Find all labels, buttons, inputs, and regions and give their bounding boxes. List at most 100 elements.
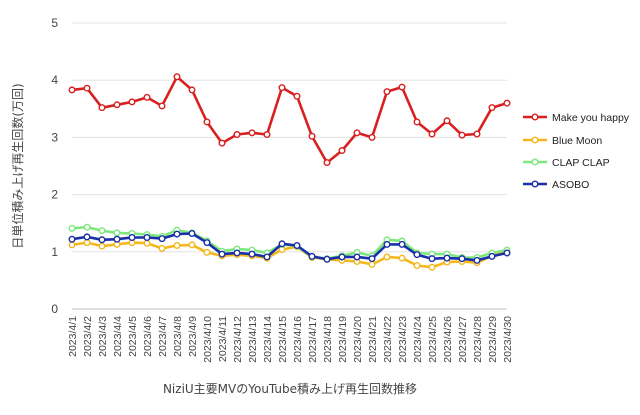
data-point (113, 229, 121, 237)
data-point (383, 240, 391, 248)
data-point (128, 233, 136, 241)
data-point (443, 117, 451, 125)
data-point (68, 241, 76, 249)
data-point (143, 239, 151, 247)
data-point (83, 223, 91, 231)
x-tick-label: 2023/4/3 (97, 316, 109, 357)
x-tick-label: 2023/4/22 (382, 316, 394, 363)
x-axis-ticks: 2023/4/1 2023/4/2 2023/4/3 2023/4/4 2023/4/5… (67, 316, 514, 363)
x-tick-label: 2023/4/1 (67, 316, 79, 357)
data-point (368, 255, 376, 263)
y-tick-label: 5 (51, 16, 58, 30)
series-line (71, 75, 508, 164)
data-point (128, 98, 136, 106)
legend-marker (531, 180, 539, 188)
data-point (188, 241, 196, 249)
data-point (218, 250, 226, 258)
data-point (83, 84, 91, 92)
data-point (308, 252, 316, 260)
data-point (158, 244, 166, 252)
data-point (248, 129, 256, 137)
y-tick-label: 4 (51, 73, 58, 87)
data-point (68, 224, 76, 232)
legend-item: Make you happy (523, 112, 630, 124)
data-point (428, 255, 436, 263)
data-point (218, 139, 226, 147)
x-tick-label: 2023/4/2 (82, 316, 94, 357)
legend-label: Make you happy (552, 112, 630, 124)
data-point (68, 235, 76, 243)
data-point (383, 88, 391, 96)
data-point (368, 260, 376, 268)
x-tick-label: 2023/4/19 (337, 316, 349, 363)
data-point (113, 235, 121, 243)
data-point (293, 92, 301, 100)
legend-label: ASOBO (552, 179, 589, 191)
data-point (338, 253, 346, 261)
data-point (263, 253, 271, 261)
data-point (113, 101, 121, 109)
data-point (413, 251, 421, 259)
x-tick-label: 2023/4/29 (487, 316, 499, 363)
data-point (278, 84, 286, 92)
x-tick-label: 2023/4/12 (232, 316, 244, 363)
x-tick-label: 2023/4/15 (277, 316, 289, 363)
data-point (188, 229, 196, 237)
data-point (398, 83, 406, 91)
data-point (458, 255, 466, 263)
data-point (293, 242, 301, 250)
data-point (503, 249, 511, 257)
data-point (188, 86, 196, 94)
legend-marker (531, 113, 539, 121)
y-tick-label: 0 (51, 302, 58, 316)
data-point (203, 118, 211, 126)
series-lines (68, 73, 511, 271)
y-axis-title: 日単位積み上げ再生回数(万回) (10, 83, 25, 248)
data-point (158, 102, 166, 110)
x-tick-label: 2023/4/28 (472, 316, 484, 363)
data-point (503, 99, 511, 107)
data-point (398, 254, 406, 262)
x-tick-label: 2023/4/11 (217, 316, 229, 362)
data-point (98, 242, 106, 250)
data-point (353, 253, 361, 261)
data-point (233, 249, 241, 257)
data-point (68, 86, 76, 94)
x-tick-label: 2023/4/14 (262, 316, 274, 363)
legend-item: CLAP CLAP (523, 157, 610, 169)
x-tick-label: 2023/4/13 (247, 316, 259, 363)
data-point (368, 133, 376, 141)
x-tick-label: 2023/4/20 (352, 316, 364, 363)
data-point (428, 130, 436, 138)
data-point (488, 252, 496, 260)
x-tick-label: 2023/4/6 (142, 316, 154, 357)
x-tick-label: 2023/4/24 (412, 316, 424, 363)
y-tick-label: 3 (51, 130, 58, 144)
y-axis-ticks: 0 1 2 3 4 5 (51, 16, 58, 316)
data-point (248, 250, 256, 258)
data-point (458, 131, 466, 139)
data-point (473, 256, 481, 264)
data-point (143, 233, 151, 241)
x-tick-label: 2023/4/27 (457, 316, 469, 363)
data-point (473, 130, 481, 138)
x-tick-label: 2023/4/9 (187, 316, 199, 357)
data-point (173, 230, 181, 238)
y-tick-label: 1 (51, 245, 58, 259)
legend-item: ASOBO (523, 179, 589, 191)
data-point (83, 239, 91, 247)
x-tick-label: 2023/4/18 (322, 316, 334, 363)
legend-label: CLAP CLAP (552, 157, 610, 169)
data-point (383, 253, 391, 261)
legend-marker (531, 136, 539, 144)
data-point (428, 263, 436, 271)
x-tick-label: 2023/4/7 (157, 316, 169, 357)
x-tick-label: 2023/4/16 (292, 316, 304, 363)
data-point (158, 235, 166, 243)
y-tick-label: 2 (51, 188, 58, 202)
data-point (263, 131, 271, 139)
legend: Make you happy Blue Moon CLAP CLAP ASOBO (523, 112, 630, 191)
x-axis-title: NiziU主要MVのYouTube積み上げ再生回数推移 (163, 381, 417, 396)
data-point (338, 147, 346, 155)
